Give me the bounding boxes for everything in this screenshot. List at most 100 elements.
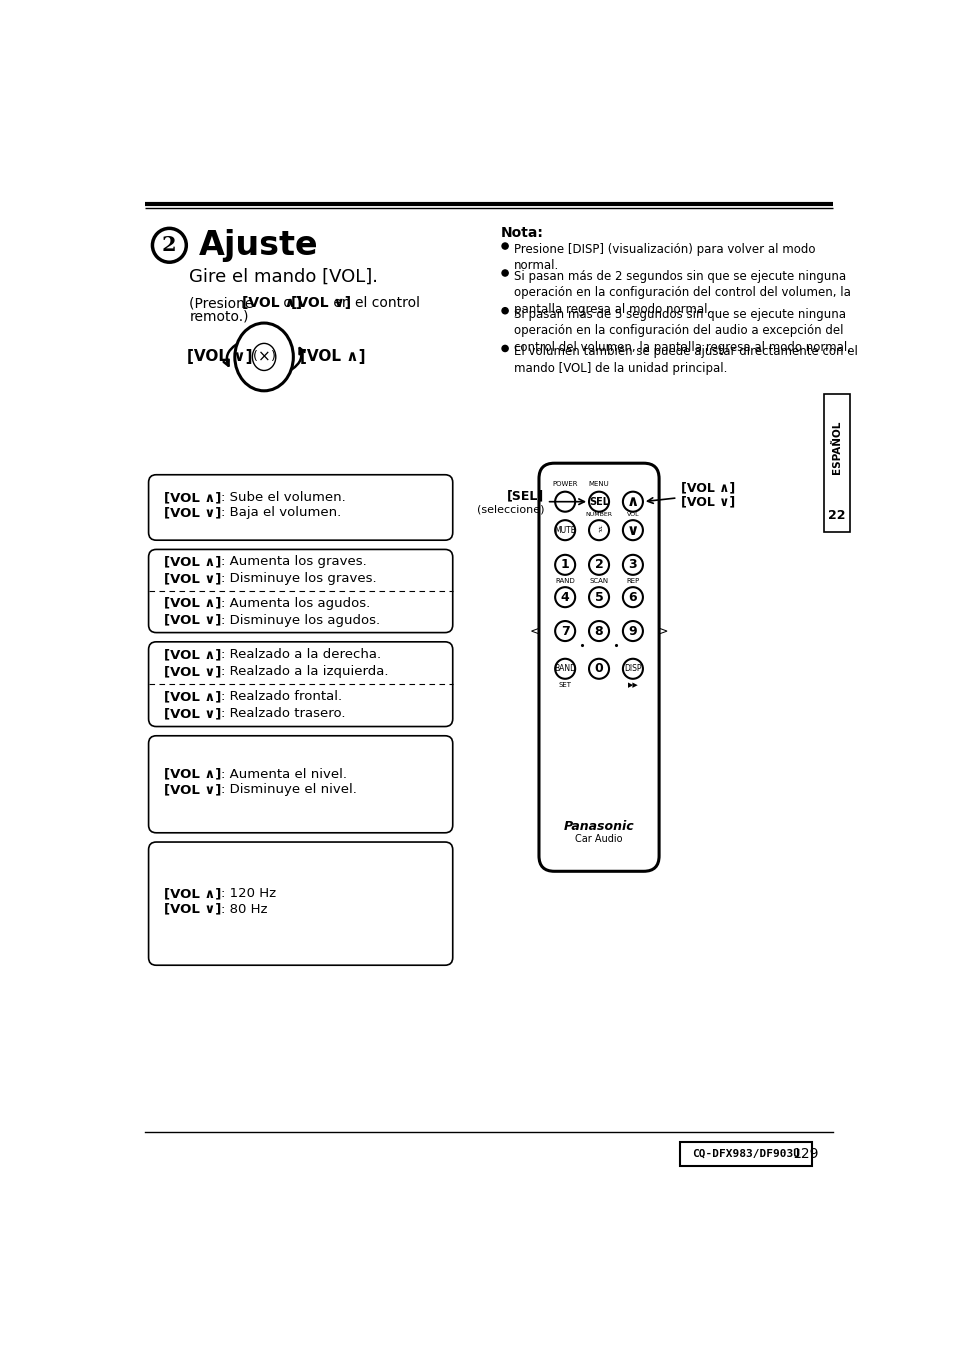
Text: 129: 129 (792, 1147, 819, 1161)
Text: Si pasan más de 5 segundos sin que se ejecute ninguna
operación en la configurac: Si pasan más de 5 segundos sin que se ej… (513, 308, 850, 354)
Text: SET: SET (558, 682, 571, 688)
FancyBboxPatch shape (823, 394, 849, 532)
Text: : Disminuye los graves.: : Disminuye los graves. (221, 573, 376, 585)
Text: 5: 5 (594, 590, 603, 604)
Text: 2: 2 (594, 558, 603, 571)
Text: ×: × (257, 350, 271, 365)
Circle shape (588, 520, 608, 540)
Text: 4: 4 (560, 590, 569, 604)
Circle shape (588, 492, 608, 512)
Circle shape (622, 621, 642, 642)
Text: en el control: en el control (329, 296, 419, 309)
Text: Gire el mando [VOL].: Gire el mando [VOL]. (190, 267, 378, 286)
Text: (seleccione): (seleccione) (476, 504, 544, 515)
Text: NUMBER: NUMBER (585, 512, 612, 517)
Text: : Baja el volumen.: : Baja el volumen. (221, 507, 341, 519)
Circle shape (555, 621, 575, 642)
Text: [VOL ∧]: [VOL ∧] (164, 555, 221, 569)
Text: : Disminuye los agudos.: : Disminuye los agudos. (221, 613, 380, 627)
Circle shape (555, 555, 575, 574)
Circle shape (588, 555, 608, 574)
FancyBboxPatch shape (149, 474, 453, 540)
Text: : Realzado a la derecha.: : Realzado a la derecha. (221, 648, 381, 661)
Circle shape (555, 492, 575, 512)
Text: 8: 8 (594, 624, 602, 638)
Text: : Aumenta el nivel.: : Aumenta el nivel. (221, 767, 347, 781)
Text: 7: 7 (560, 624, 569, 638)
Text: [VOL ∧]: [VOL ∧] (164, 597, 221, 609)
Circle shape (622, 492, 642, 512)
Text: : Realzado a la izquierda.: : Realzado a la izquierda. (221, 665, 389, 678)
FancyBboxPatch shape (679, 1142, 811, 1166)
FancyBboxPatch shape (149, 550, 453, 632)
Circle shape (501, 270, 508, 276)
Text: >: > (657, 624, 667, 638)
Circle shape (588, 659, 608, 678)
Text: [VOL ∨]: [VOL ∨] (291, 296, 351, 309)
Circle shape (501, 243, 508, 249)
Text: <: < (529, 624, 539, 638)
Text: [VOL ∨]: [VOL ∨] (164, 902, 221, 916)
Text: 22: 22 (827, 509, 844, 521)
Text: VOL: VOL (626, 512, 639, 517)
Text: [SEL]: [SEL] (507, 489, 544, 503)
Text: Car Audio: Car Audio (575, 834, 622, 844)
Text: El volumen también se puede ajustar directamente con el
mando [VOL] de la unidad: El volumen también se puede ajustar dire… (513, 346, 857, 374)
Circle shape (622, 659, 642, 678)
Text: ♯: ♯ (596, 526, 600, 535)
Text: [VOL ∧]: [VOL ∧] (164, 648, 221, 661)
Text: [VOL ∨]: [VOL ∨] (164, 573, 221, 585)
Text: 0: 0 (594, 662, 603, 676)
Text: SCAN: SCAN (589, 578, 608, 584)
Text: 3: 3 (628, 558, 637, 571)
Text: (: ( (253, 350, 257, 363)
Text: : Realzado frontal.: : Realzado frontal. (221, 690, 342, 704)
FancyBboxPatch shape (149, 642, 453, 727)
Circle shape (622, 555, 642, 574)
Text: : 80 Hz: : 80 Hz (221, 902, 268, 916)
Text: remoto.): remoto.) (190, 309, 249, 324)
Circle shape (622, 520, 642, 540)
FancyBboxPatch shape (149, 842, 453, 965)
Text: Si pasan más de 2 segundos sin que se ejecute ninguna
operación en la configurac: Si pasan más de 2 segundos sin que se ej… (513, 270, 849, 316)
Text: [VOL ∧]: [VOL ∧] (241, 296, 301, 309)
Text: [VOL ∧]: [VOL ∧] (164, 888, 221, 900)
Text: [VOL ∨]: [VOL ∨] (187, 350, 253, 365)
Text: : Aumenta los graves.: : Aumenta los graves. (221, 555, 367, 569)
Text: REP: REP (625, 578, 639, 584)
Circle shape (555, 520, 575, 540)
Text: [VOL ∧]: [VOL ∧] (300, 350, 365, 365)
Text: ): ) (271, 350, 275, 363)
Text: [VOL ∧]: [VOL ∧] (164, 767, 221, 781)
Text: POWER: POWER (552, 481, 578, 488)
Text: 1: 1 (560, 558, 569, 571)
Text: : 120 Hz: : 120 Hz (221, 888, 276, 900)
Circle shape (588, 588, 608, 607)
Text: Ajuste: Ajuste (198, 228, 318, 262)
Circle shape (555, 659, 575, 678)
Circle shape (588, 621, 608, 642)
Text: [VOL ∧]: [VOL ∧] (164, 690, 221, 704)
Text: BAND: BAND (554, 665, 576, 673)
Text: ∧: ∧ (626, 494, 639, 509)
Text: [VOL ∧]: [VOL ∧] (164, 490, 221, 504)
Circle shape (501, 346, 508, 351)
Text: [VOL ∧]: [VOL ∧] (680, 481, 735, 494)
Text: [VOL ∨]: [VOL ∨] (164, 613, 221, 627)
Circle shape (501, 308, 508, 313)
Text: CQ-DFX983/DF903U: CQ-DFX983/DF903U (691, 1148, 800, 1159)
Text: 2: 2 (162, 235, 176, 255)
Text: : Realzado trasero.: : Realzado trasero. (221, 708, 346, 720)
Text: 9: 9 (628, 624, 637, 638)
FancyBboxPatch shape (149, 736, 453, 832)
Text: DISP: DISP (623, 665, 641, 673)
Text: : Disminuye el nivel.: : Disminuye el nivel. (221, 784, 356, 796)
Text: [VOL ∨]: [VOL ∨] (164, 708, 221, 720)
Text: ESPAÑOL: ESPAÑOL (831, 422, 841, 474)
Text: [VOL ∨]: [VOL ∨] (164, 507, 221, 519)
Circle shape (622, 588, 642, 607)
Text: 6: 6 (628, 590, 637, 604)
Text: RAND: RAND (555, 578, 575, 584)
Text: [VOL ∨]: [VOL ∨] (164, 665, 221, 678)
Text: MENU: MENU (588, 481, 609, 488)
